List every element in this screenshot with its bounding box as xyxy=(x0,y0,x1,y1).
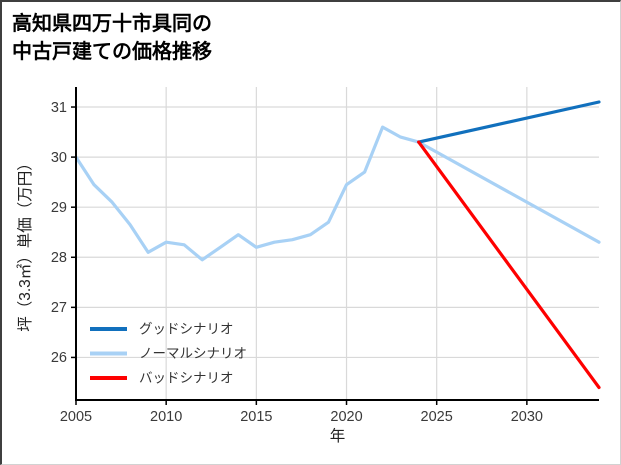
y-tick-label: 27 xyxy=(51,300,67,316)
y-tick-label: 26 xyxy=(51,350,67,366)
series-line-normal xyxy=(74,125,601,262)
y-tick-label: 31 xyxy=(51,100,67,116)
x-tick-label: 2030 xyxy=(511,409,543,425)
x-tick-label: 2020 xyxy=(330,409,362,425)
x-tick-label: 2010 xyxy=(150,409,182,425)
legend-label: グッドシナリオ xyxy=(139,321,234,336)
x-axis-label: 年 xyxy=(330,427,346,445)
series-line-bad xyxy=(417,140,601,390)
x-tick-label: 2025 xyxy=(421,409,453,425)
y-tick-label: 30 xyxy=(51,150,67,166)
legend-label: バッドシナリオ xyxy=(139,370,234,385)
y-tick-label: 29 xyxy=(51,200,67,216)
chart-title: 高知県四万十市具同の 中古戸建ての価格推移 xyxy=(12,13,212,63)
y-tick-label: 28 xyxy=(51,250,67,266)
y-axis-label: 坪（3.3㎡）単価（万円） xyxy=(16,155,34,332)
legend-label: ノーマルシナリオ xyxy=(139,346,247,361)
x-tick-label: 2015 xyxy=(240,409,272,425)
series-line-good xyxy=(417,100,601,144)
x-tick-label: 2005 xyxy=(60,409,92,425)
